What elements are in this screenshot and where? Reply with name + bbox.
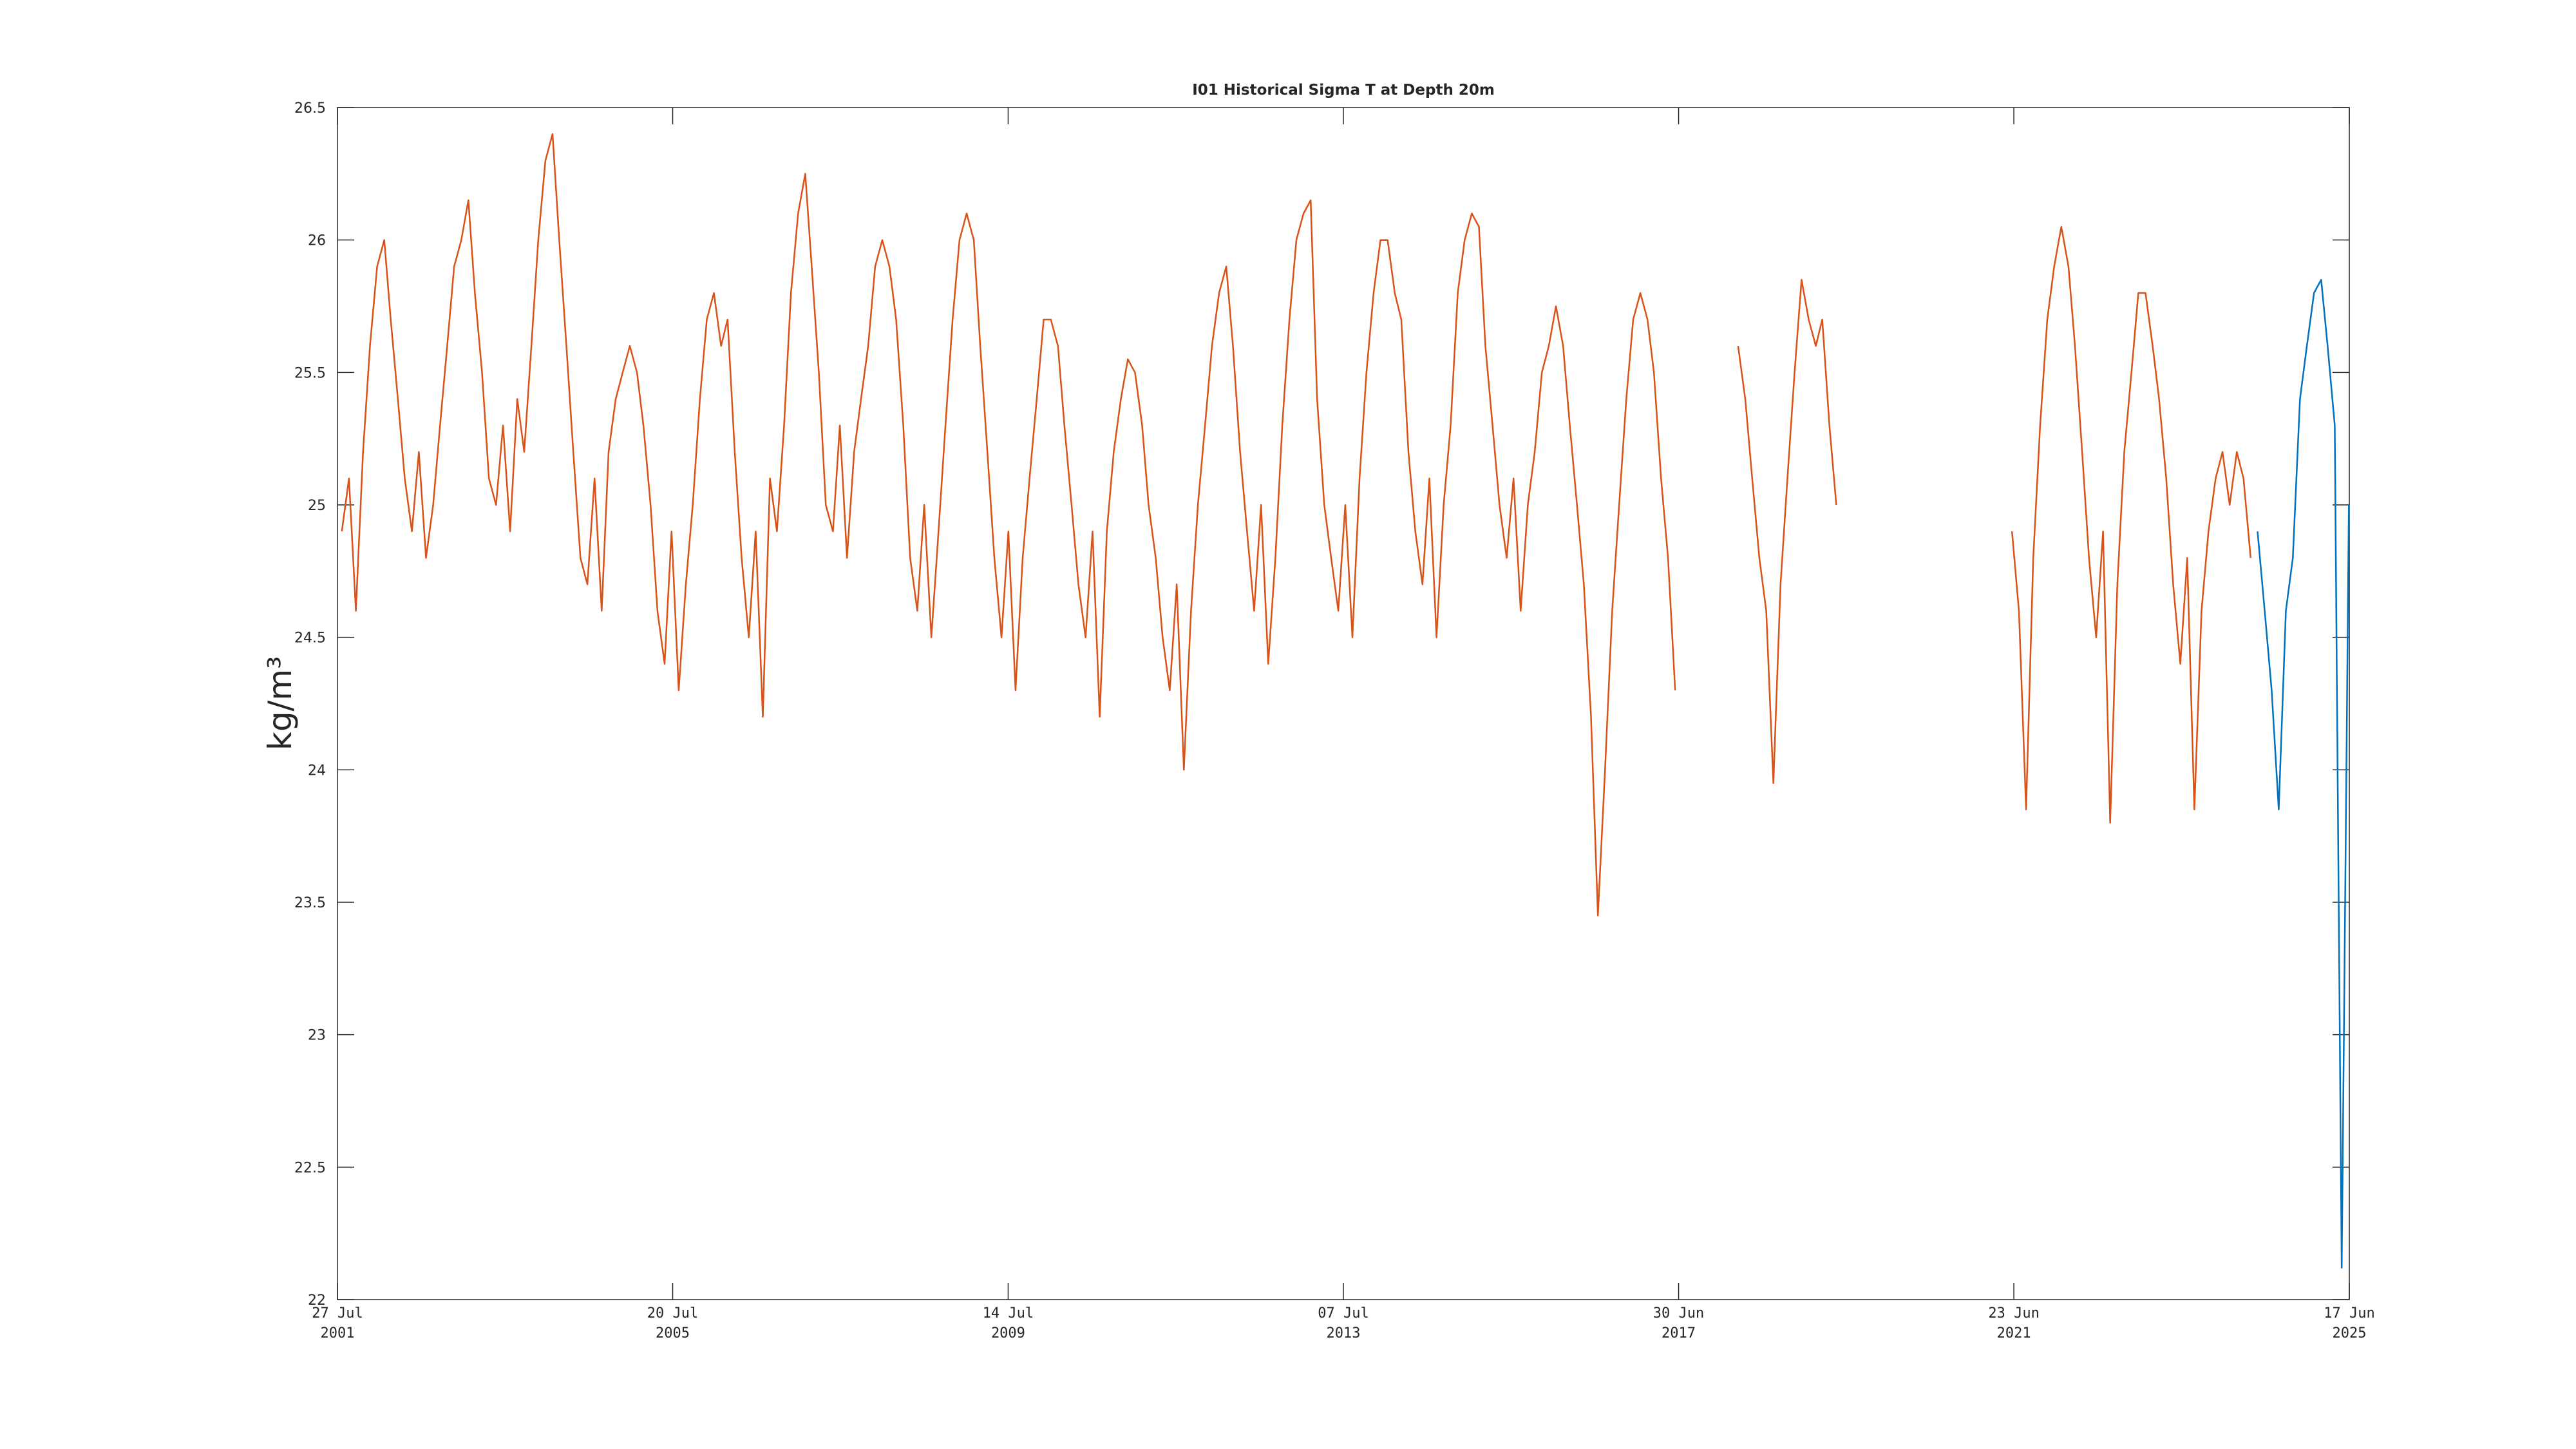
y-tick-label: 26.5 [294,100,326,117]
y-tick-label: 24.5 [294,630,326,647]
y-tick-label: 22 [308,1293,326,1309]
x-tick-label: 20 Jul 2005 [647,1305,699,1341]
y-axis-label: kg/m³ [261,656,299,750]
y-tick-label: 24 [308,762,326,779]
x-tick-label: 17 Jun 2025 [2324,1305,2375,1341]
chart-title: I01 Historical Sigma T at Depth 20m [1192,82,1495,99]
x-tick-label: 23 Jun 2021 [1988,1305,2040,1341]
y-tick-label: 25 [308,498,326,514]
y-tick-label: 22.5 [294,1160,326,1176]
x-tick-label: 30 Jun 2017 [1653,1305,1705,1341]
y-tick-label: 23.5 [294,895,326,911]
data-line [2257,279,2350,1269]
axes-box [337,107,2350,1300]
x-tick-label: 14 Jul 2009 [982,1305,1034,1341]
data-line [341,133,2252,916]
y-tick-label: 25.5 [294,365,326,381]
x-tick-label: 07 Jul 2013 [1318,1305,1369,1341]
y-tick-label: 26 [308,233,326,249]
y-tick-label: 23 [308,1028,326,1044]
x-tick-label: 27 Jul 2001 [312,1305,363,1341]
